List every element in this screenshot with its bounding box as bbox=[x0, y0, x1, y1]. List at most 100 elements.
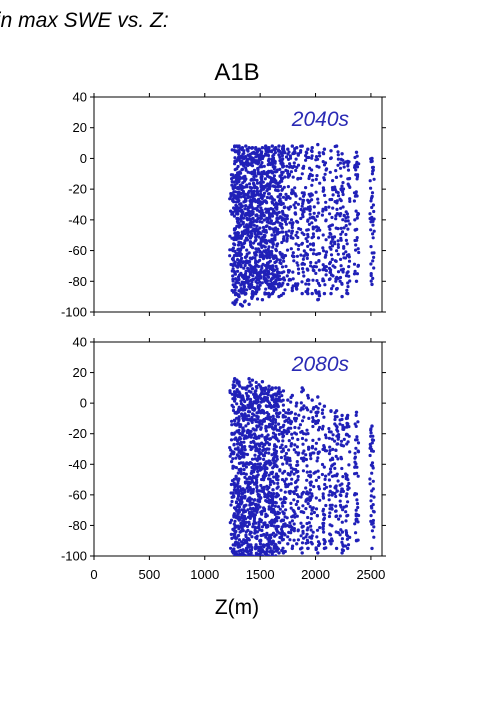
data-point bbox=[346, 291, 350, 296]
data-point bbox=[300, 546, 304, 550]
data-point bbox=[276, 195, 280, 199]
data-point bbox=[339, 199, 343, 203]
data-point bbox=[334, 424, 338, 428]
data-point bbox=[270, 470, 275, 474]
data-point bbox=[266, 183, 270, 187]
data-point bbox=[322, 152, 326, 156]
data-point bbox=[271, 227, 275, 231]
data-point bbox=[292, 259, 296, 263]
data-point bbox=[285, 217, 289, 221]
data-point bbox=[284, 192, 288, 196]
data-point bbox=[256, 397, 260, 401]
data-point bbox=[280, 450, 284, 454]
data-point bbox=[305, 256, 309, 260]
data-point bbox=[314, 155, 319, 159]
data-point bbox=[260, 146, 265, 150]
data-point bbox=[320, 213, 324, 217]
data-point bbox=[242, 504, 246, 508]
data-point bbox=[370, 546, 374, 551]
data-point bbox=[284, 497, 288, 501]
data-point bbox=[312, 248, 316, 252]
data-point bbox=[243, 447, 247, 452]
data-point bbox=[260, 251, 264, 255]
data-point bbox=[233, 150, 237, 154]
data-point bbox=[338, 422, 342, 426]
data-point bbox=[247, 205, 251, 209]
y-tick-label: 0 bbox=[80, 396, 87, 411]
data-point bbox=[284, 222, 288, 226]
data-point bbox=[356, 449, 360, 453]
data-point bbox=[347, 184, 351, 188]
data-point bbox=[254, 545, 258, 549]
data-point bbox=[311, 424, 315, 429]
data-point bbox=[270, 233, 274, 237]
data-point bbox=[293, 186, 297, 190]
data-point bbox=[335, 199, 339, 203]
data-point bbox=[299, 495, 303, 499]
data-point bbox=[255, 208, 260, 212]
data-point bbox=[370, 165, 375, 170]
data-point bbox=[284, 508, 288, 512]
data-point bbox=[283, 500, 287, 505]
data-point bbox=[245, 248, 249, 252]
data-point bbox=[236, 236, 240, 240]
data-point bbox=[287, 229, 291, 233]
data-point bbox=[288, 459, 292, 463]
data-point bbox=[289, 247, 293, 251]
data-point bbox=[315, 459, 319, 463]
data-point bbox=[356, 441, 361, 445]
data-point bbox=[260, 208, 264, 212]
data-point bbox=[260, 380, 265, 384]
data-point bbox=[261, 225, 266, 230]
data-point bbox=[261, 409, 265, 413]
data-point bbox=[262, 218, 266, 222]
data-point bbox=[356, 420, 360, 424]
data-point bbox=[287, 439, 291, 443]
data-point bbox=[247, 275, 251, 279]
data-point bbox=[354, 446, 358, 450]
data-point bbox=[277, 516, 281, 520]
data-point bbox=[286, 171, 290, 175]
data-point bbox=[323, 172, 327, 176]
data-point bbox=[252, 189, 256, 193]
data-point bbox=[259, 387, 263, 391]
data-point bbox=[345, 492, 349, 496]
data-point bbox=[305, 239, 309, 243]
data-point bbox=[317, 211, 321, 215]
data-point bbox=[263, 245, 267, 249]
data-point bbox=[237, 516, 241, 520]
data-point bbox=[320, 472, 324, 477]
data-point bbox=[267, 447, 271, 451]
data-point bbox=[252, 223, 256, 227]
data-point bbox=[244, 238, 248, 242]
data-point bbox=[294, 404, 298, 408]
data-point bbox=[298, 423, 302, 427]
data-point bbox=[237, 533, 241, 538]
data-point bbox=[371, 259, 375, 263]
data-point bbox=[316, 395, 320, 399]
data-point bbox=[312, 205, 316, 209]
data-point bbox=[309, 410, 313, 414]
data-point bbox=[294, 450, 298, 454]
data-point bbox=[288, 521, 292, 525]
data-point bbox=[314, 447, 318, 451]
data-point bbox=[283, 454, 287, 458]
data-point bbox=[231, 173, 235, 177]
data-point bbox=[355, 435, 359, 439]
data-point bbox=[260, 525, 264, 529]
data-point bbox=[333, 439, 337, 443]
data-point bbox=[334, 484, 338, 488]
data-point bbox=[284, 451, 288, 456]
data-point bbox=[257, 278, 261, 282]
data-point bbox=[259, 545, 263, 549]
data-column bbox=[368, 156, 376, 287]
data-point bbox=[320, 427, 325, 431]
data-point bbox=[260, 281, 264, 285]
data-point bbox=[266, 174, 270, 178]
data-point bbox=[308, 470, 312, 474]
data-point bbox=[257, 554, 261, 556]
data-point bbox=[250, 378, 255, 382]
data-point bbox=[333, 415, 337, 419]
data-point bbox=[249, 544, 253, 548]
data-point bbox=[271, 488, 275, 492]
